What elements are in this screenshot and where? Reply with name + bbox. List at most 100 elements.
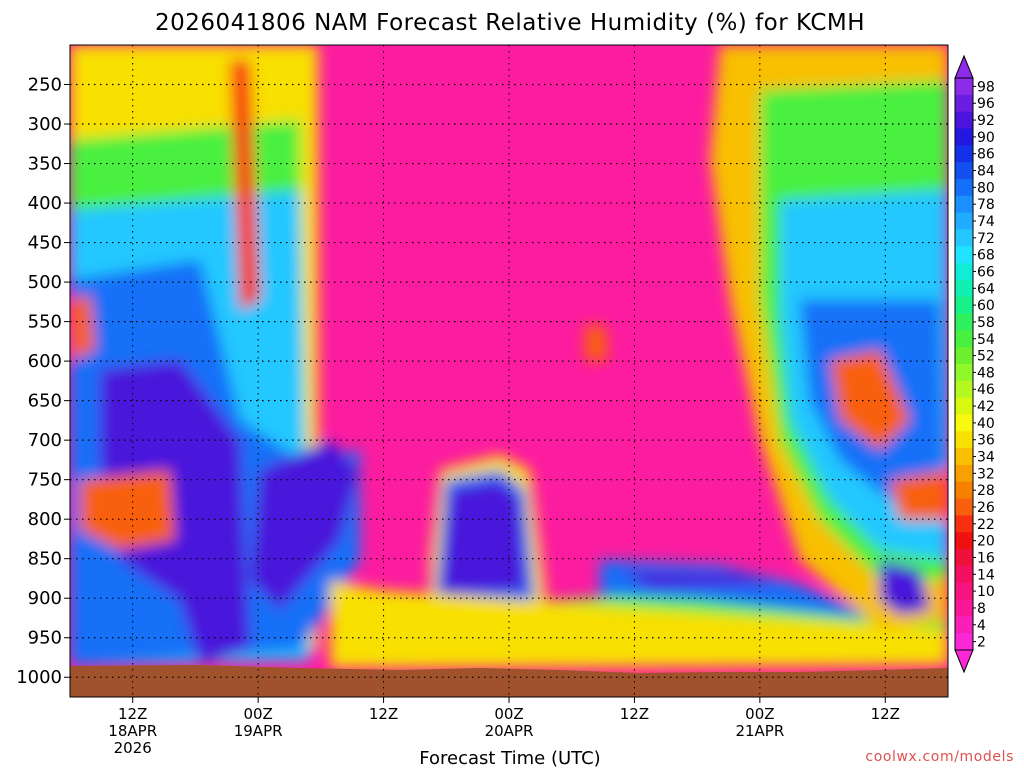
colorbar-swatch [955, 633, 973, 651]
colorbar: 9896929086848078747268666460585452484642… [954, 54, 995, 674]
colorbar-tick-label: 40 [977, 416, 995, 432]
colorbar-tick-label: 22 [977, 517, 995, 533]
x-tick-label: 00Z [243, 705, 272, 723]
colorbar-tick-label: 48 [977, 365, 995, 381]
colorbar-swatch [955, 448, 973, 466]
colorbar-swatch [955, 212, 973, 230]
colorbar-swatch [955, 296, 973, 315]
colorbar-tick-label: 92 [977, 113, 995, 129]
x-tick-label: 12Z [871, 705, 900, 723]
x-tick-label: 19APR [234, 722, 283, 740]
x-tick-label: 2026 [114, 739, 152, 757]
y-tick-label: 300 [28, 114, 62, 135]
colorbar-tick-label: 4 [977, 618, 986, 634]
colorbar-tick-label: 54 [977, 332, 995, 348]
x-tick-label: 21APR [735, 722, 784, 740]
colorbar-swatch [955, 347, 973, 365]
colorbar-tick-label: 80 [977, 180, 995, 196]
colorbar-tick-label: 2 [977, 635, 986, 651]
colorbar-tick-label: 84 [977, 164, 995, 180]
colorbar-tick-label: 86 [977, 147, 995, 163]
x-tick-label: 12Z [118, 705, 147, 723]
colorbar-swatch [955, 195, 973, 214]
grid-lines [70, 45, 948, 697]
y-axis: 250 300 350 400 450 500 550 600 650 700 750 800 850 9… [16, 75, 70, 688]
colorbar-tick-label: 34 [977, 450, 995, 466]
colorbar-frame [954, 77, 974, 651]
x-tick-label: 12Z [620, 705, 649, 723]
y-tick-label: 1000 [16, 667, 62, 688]
colorbar-tick-label: 42 [977, 399, 995, 415]
colorbar-swatch [955, 330, 973, 348]
colorbar-swatch [955, 178, 973, 197]
chart-title: 2026041806 NAM Forecast Relative Humidit… [155, 10, 865, 36]
colorbar-bottom-arrow [954, 649, 974, 674]
colorbar-tick-label: 98 [977, 79, 995, 95]
colorbar-swatch [955, 616, 973, 634]
colorbar-tick-label: 72 [977, 231, 995, 247]
colorbar-swatch [955, 313, 973, 331]
colorbar-tick-label: 28 [977, 483, 995, 499]
y-tick-label: 650 [28, 391, 62, 412]
colorbar-tick-label: 78 [977, 197, 995, 213]
colorbar-tick-label: 8 [977, 601, 986, 617]
colorbar-tick-label: 90 [977, 130, 995, 146]
y-tick-label: 250 [28, 75, 62, 96]
colorbar-swatch [955, 464, 973, 483]
y-tick-label: 450 [28, 233, 62, 254]
colorbar-swatch [955, 263, 973, 281]
y-tick-label: 350 [28, 154, 62, 175]
colorbar-tick-label: 26 [977, 500, 995, 516]
colorbar-swatch [955, 397, 973, 415]
colorbar-tick-label: 32 [977, 466, 995, 482]
y-tick-label: 750 [28, 470, 62, 491]
colorbar-swatch [955, 565, 973, 584]
x-tick-label: 00Z [494, 705, 523, 723]
y-tick-label: 400 [28, 193, 62, 214]
colorbar-top-arrow [954, 54, 974, 79]
colorbar-swatch [955, 229, 973, 247]
colorbar-tick-label: 14 [977, 567, 995, 583]
colorbar-swatch [955, 111, 973, 129]
colorbar-tick-label: 16 [977, 550, 995, 566]
colorbar-tick-label: 20 [977, 534, 995, 550]
colorbar-swatch [955, 515, 973, 533]
colorbar-swatch [955, 582, 973, 601]
colorbar-swatch [955, 128, 973, 146]
colorbar-swatch [955, 145, 973, 163]
colorbar-tick-label: 66 [977, 264, 995, 280]
colorbar-swatch [955, 532, 973, 550]
colorbar-tick-label: 64 [977, 281, 995, 297]
colorbar-swatch [955, 246, 973, 264]
y-tick-label: 850 [28, 549, 62, 570]
y-tick-label: 500 [28, 272, 62, 293]
x-tick-label: 18APR [108, 722, 157, 740]
colorbar-swatch [955, 549, 973, 567]
colorbar-tick-label: 74 [977, 214, 995, 230]
colorbar-swatch [955, 94, 973, 113]
colorbar-swatch [955, 498, 973, 516]
humidity-field [70, 45, 948, 697]
colorbar-swatch [955, 380, 973, 399]
colorbar-swatch [955, 364, 973, 382]
colorbar-tick-label: 60 [977, 298, 995, 314]
colorbar-tick-label: 96 [977, 96, 995, 112]
y-tick-label: 900 [28, 588, 62, 609]
colorbar-swatch [955, 414, 973, 432]
colorbar-swatch [955, 78, 973, 96]
y-tick-label: 550 [28, 312, 62, 333]
y-tick-label: 950 [28, 628, 62, 649]
colorbar-swatch [955, 431, 973, 449]
y-tick-label: 800 [28, 509, 62, 530]
colorbar-tick-label: 46 [977, 382, 995, 398]
colorbar-tick-label: 58 [977, 315, 995, 331]
credit-text: coolwx.com/models [865, 749, 1014, 765]
colorbar-swatch [955, 599, 973, 617]
colorbar-tick-label: 10 [977, 584, 995, 600]
colorbar-swatch [955, 481, 973, 500]
x-axis-label: Forecast Time (UTC) [419, 748, 600, 768]
x-tick-label: 12Z [369, 705, 398, 723]
y-tick-label: 600 [28, 351, 62, 372]
